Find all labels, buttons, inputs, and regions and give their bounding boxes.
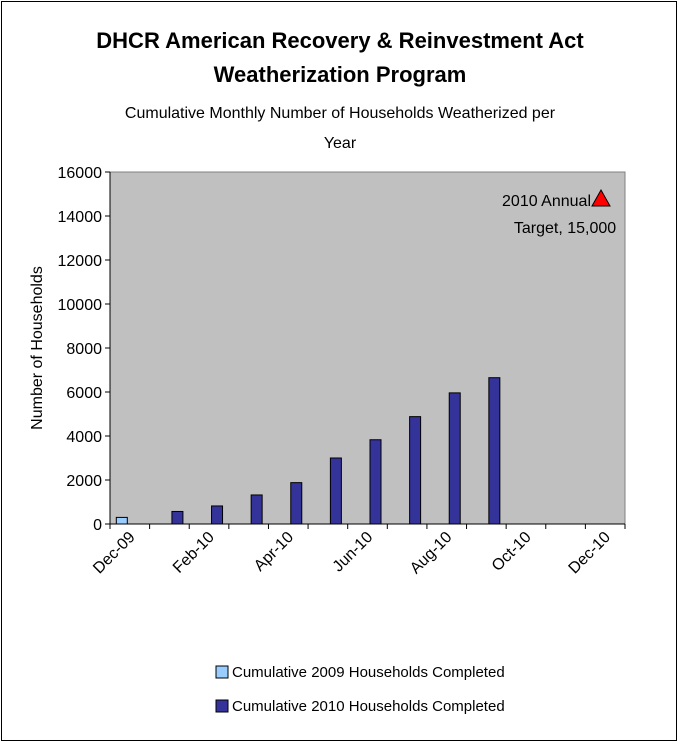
y-tick-label: 4000: [66, 429, 102, 446]
x-tick-label: Jun-10: [330, 529, 377, 576]
bar-2010-Jul-10: [409, 416, 422, 525]
legend-swatch-2010: [215, 699, 229, 713]
x-tick-label: Dec-09: [90, 529, 139, 578]
y-tick-label: 10000: [58, 297, 103, 314]
bars: [115, 377, 501, 525]
y-tick-label: 14000: [58, 209, 103, 226]
chart-title-line1: DHCR American Recovery & Reinvestment Ac…: [96, 28, 584, 53]
x-tick-label: Aug-10: [407, 529, 456, 578]
target-label-line1: 2010 Annual: [502, 193, 591, 210]
bar-2010-Feb-10: [211, 505, 224, 525]
chart-title-line2: Weatherization Program: [214, 62, 467, 87]
chart-subtitle-line1: Cumulative Monthly Number of Households …: [125, 105, 556, 122]
plot-area: [109, 171, 626, 525]
target-label-line2: Target, 15,000: [514, 220, 616, 237]
y-tick-label: 0: [93, 517, 102, 534]
bar-2010-Mar-10: [250, 494, 263, 525]
legend: Cumulative 2009 Households Completed Cum…: [215, 664, 505, 715]
y-tick-label: 8000: [66, 341, 102, 358]
bar-2010-Aug-10: [448, 392, 461, 525]
legend-label-2010: Cumulative 2010 Households Completed: [232, 698, 505, 715]
y-tick-label: 16000: [58, 165, 103, 182]
target-annotation: 2010 Annual Target, 15,000: [502, 188, 616, 237]
y-axis-label: Number of Households: [29, 266, 46, 430]
legend-label-2009: Cumulative 2009 Households Completed: [232, 664, 505, 681]
x-tick-label: Feb-10: [170, 529, 218, 577]
bar-2010-May-10: [329, 457, 342, 525]
x-axis: Dec-09 Feb-10 Apr-10 Jun-10 Aug-10 Oct-10 Dec-…: [90, 523, 626, 578]
chart-subtitle-line2: Year: [324, 135, 357, 152]
y-tick-label: 2000: [66, 473, 102, 490]
bar-2010-Sep-10: [488, 377, 501, 525]
bar-2009-Dec-09: [115, 516, 128, 525]
bar-2010-Apr-10: [290, 482, 303, 525]
bar-2010-Jun-10: [369, 439, 382, 525]
bar-2010-Jan-10: [171, 510, 184, 525]
x-tick-label: Apr-10: [251, 529, 297, 575]
x-tick-label: Dec-10: [566, 529, 615, 578]
y-axis: 0 2000 4000 6000 8000 10000 12000 14000 16000: [58, 165, 111, 534]
legend-swatch-2009: [215, 665, 229, 679]
y-tick-label: 6000: [66, 385, 102, 402]
x-tick-label: Oct-10: [489, 529, 535, 575]
y-tick-label: 12000: [58, 253, 103, 270]
target-marker-icon: [591, 188, 611, 207]
